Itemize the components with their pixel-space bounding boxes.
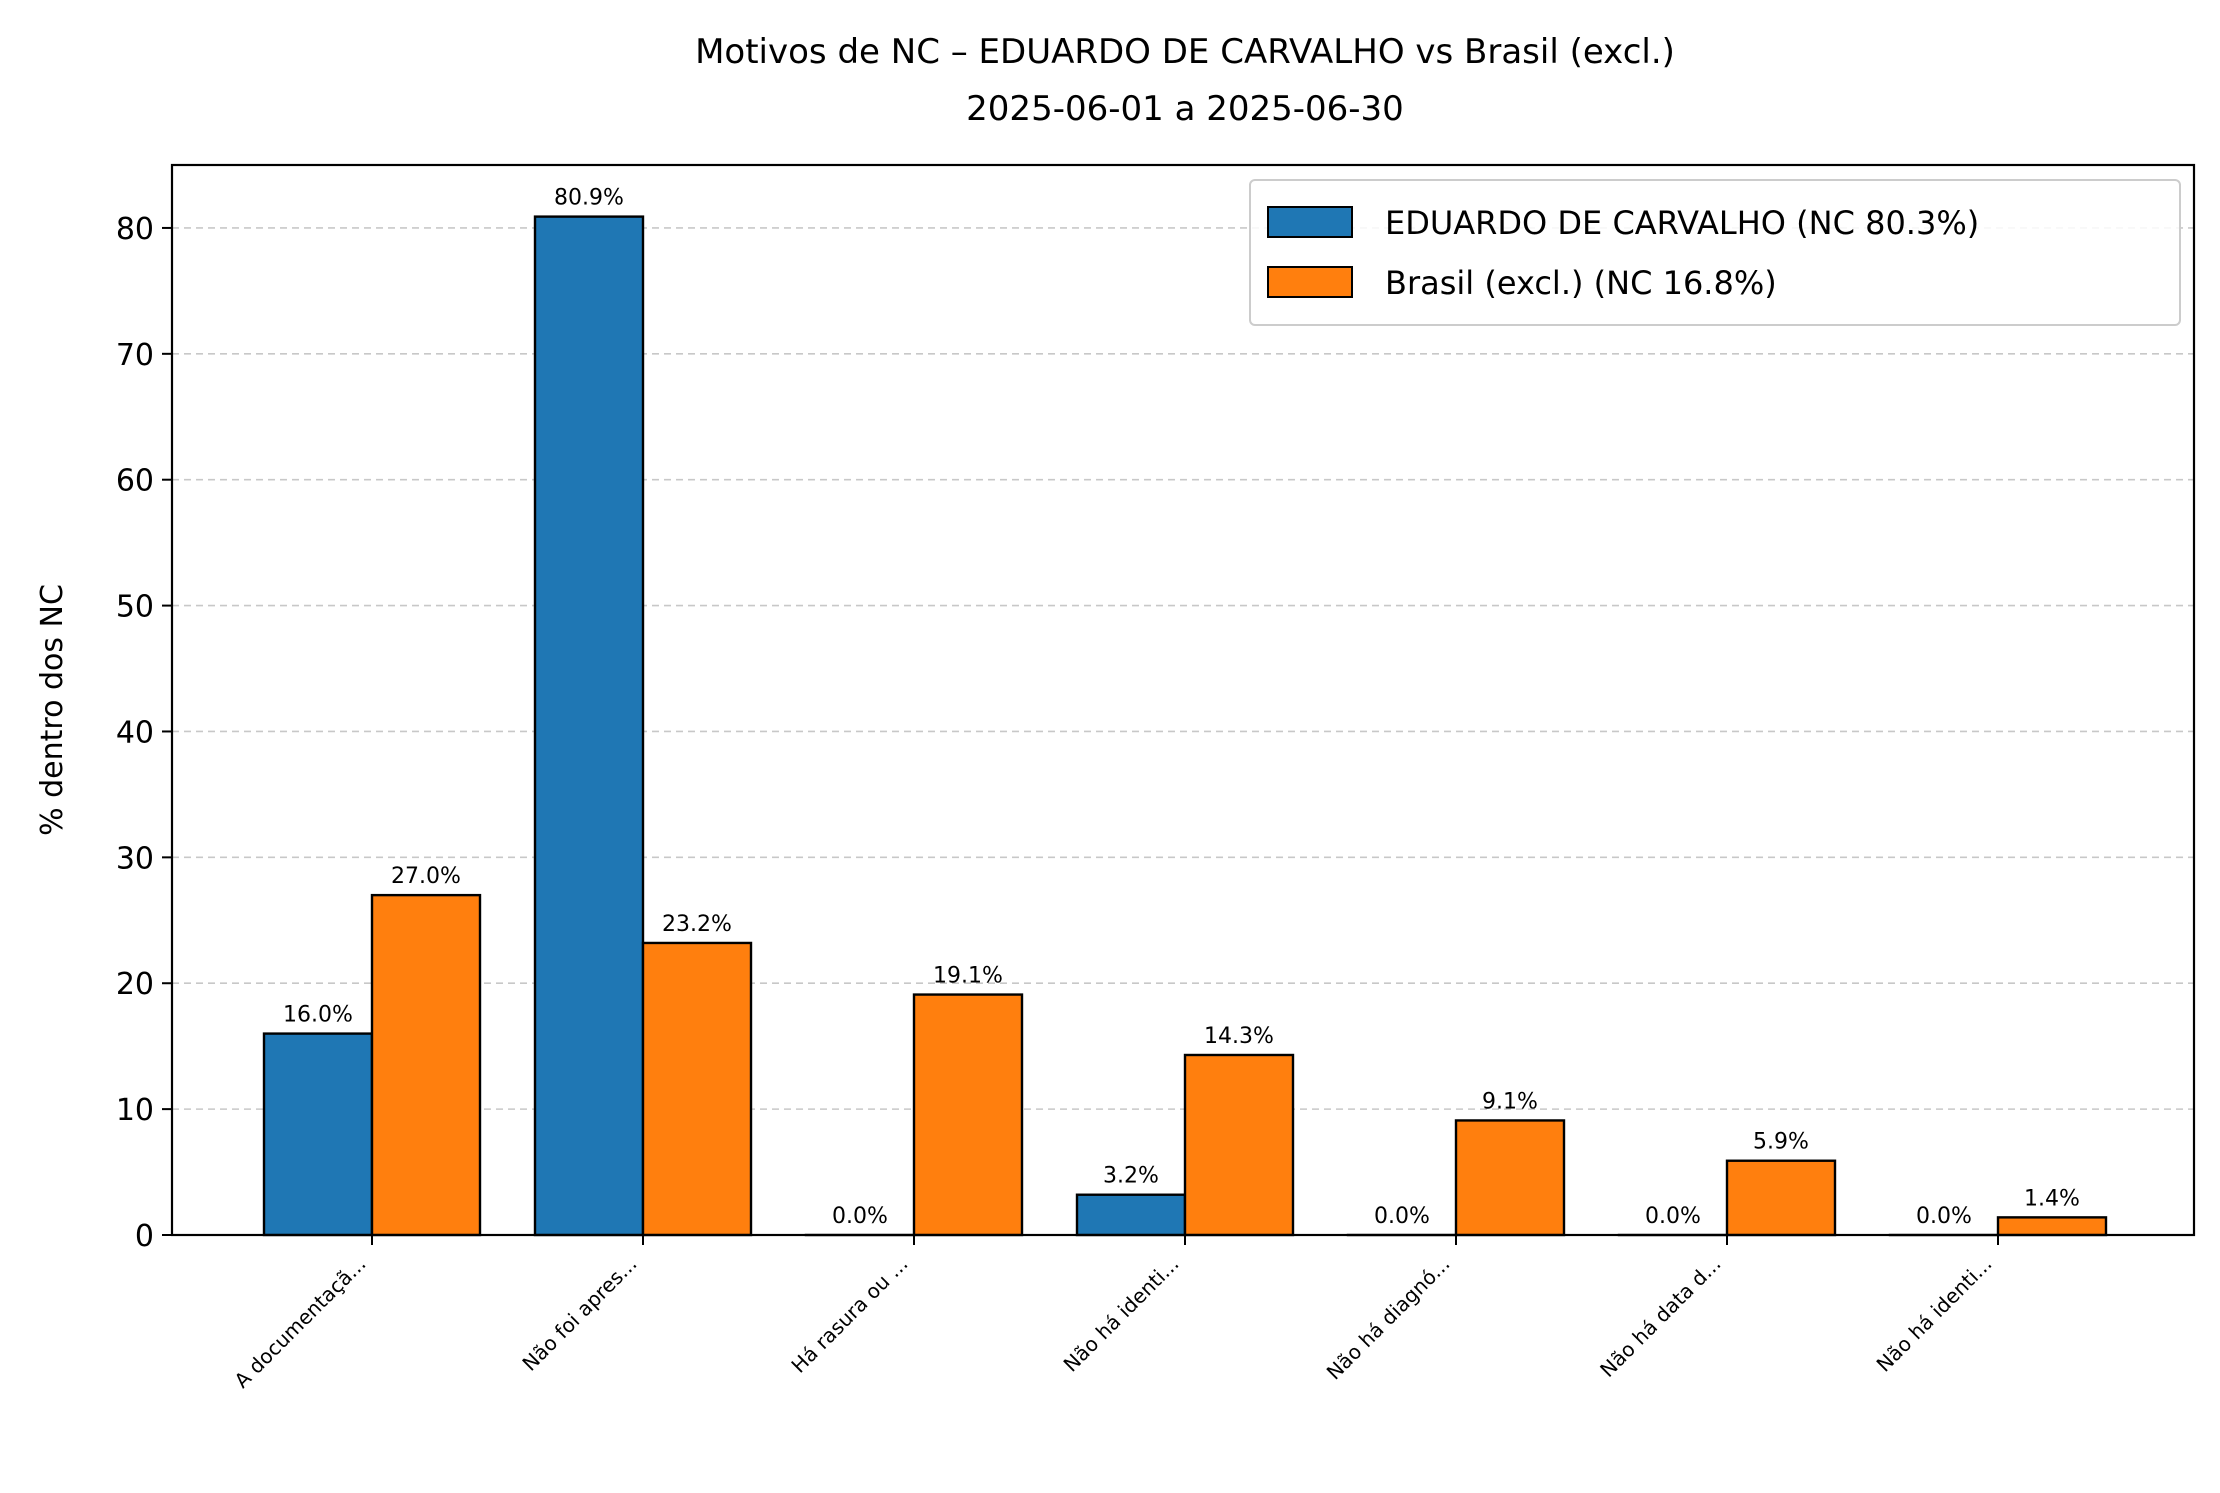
bar-value-label: 0.0%: [832, 1204, 888, 1229]
bar-series-0-cat-1: [533, 215, 645, 1237]
bar-series-1-cat-5: [1725, 1159, 1837, 1237]
x-axis: A documentaçã... Não foi apres... Há rasur…: [229, 1235, 1999, 1393]
bar-series-1-cat-6: [1996, 1216, 2108, 1237]
x-tick-label: Não há diagnó...: [1322, 1252, 1455, 1385]
bar-value-label: 14.3%: [1204, 1024, 1274, 1049]
bar-value-label: 27.0%: [391, 864, 461, 889]
bar-series-1-cat-2: [912, 993, 1024, 1237]
y-axis-label: % dentro dos NC: [35, 584, 70, 836]
bar-value-label: 9.1%: [1482, 1089, 1538, 1114]
x-tick-label: Há rasura ou ...: [786, 1252, 912, 1378]
y-tick-label: 40: [116, 715, 154, 750]
legend: EDUARDO DE CARVALHO (NC 80.3%) Brasil (ex…: [1249, 179, 2181, 326]
bar-series-1-cat-3: [1183, 1053, 1295, 1237]
bar-series-0-cat-3: [1075, 1193, 1187, 1237]
bar-series-1-cat-4: [1454, 1119, 1566, 1237]
x-tick-label: A documentaçã...: [229, 1252, 370, 1393]
y-tick-label: 10: [116, 1093, 154, 1128]
legend-swatch: [1267, 266, 1353, 298]
y-tick-label: 50: [116, 590, 154, 625]
bar-value-label: 23.2%: [662, 912, 732, 937]
bar-value-label: 16.0%: [283, 1003, 353, 1028]
chart-title: Motivos de NC – EDUARDO DE CARVALHO vs B…: [695, 32, 1675, 72]
y-tick-label: 0: [135, 1219, 154, 1254]
y-tick-label: 70: [116, 338, 154, 373]
x-tick-label: Não foi apres...: [517, 1252, 641, 1376]
x-tick-label: Não há identi...: [1872, 1252, 1997, 1377]
y-tick-label: 20: [116, 967, 154, 1002]
legend-swatch: [1267, 206, 1353, 238]
x-tick-label: Não há data d...: [1595, 1252, 1725, 1382]
bar-value-label: 80.9%: [554, 186, 624, 211]
y-tick-label: 80: [116, 212, 154, 247]
bar-series-1-cat-1: [641, 941, 753, 1237]
bar-value-label: 19.1%: [933, 964, 1003, 989]
y-tick-label: 60: [116, 464, 154, 499]
x-tick-label: Não há identi...: [1059, 1252, 1184, 1377]
y-tick-label: 30: [116, 841, 154, 876]
bar-series-1-cat-0: [370, 893, 482, 1237]
bar-series-0-cat-0: [262, 1032, 374, 1237]
bar-value-label: 0.0%: [1916, 1204, 1972, 1229]
legend-entry-label: Brasil (excl.) (NC 16.8%): [1385, 264, 1777, 302]
legend-entry-label: EDUARDO DE CARVALHO (NC 80.3%): [1385, 204, 1979, 242]
plot-frame: [170, 163, 2196, 1237]
grid-lines: [172, 227, 2194, 1110]
legend-box: [1249, 179, 2181, 326]
y-axis: 0 10 20 30 40 50 60 70 80: [116, 212, 172, 1254]
bar-value-label: 3.2%: [1103, 1164, 1159, 1189]
bar-value-label: 0.0%: [1645, 1204, 1701, 1229]
bar-value-label: 1.4%: [2024, 1186, 2080, 1211]
bar-value-label: 5.9%: [1753, 1130, 1809, 1155]
bar-value-label: 0.0%: [1374, 1204, 1430, 1229]
chart-subtitle: 2025-06-01 a 2025-06-30: [966, 89, 1404, 129]
bar-value-labels: 16.0% 80.9% 0.0% 3.2% 0.0% 0.0% 0.0% 27.0% 23.2%…: [283, 186, 2080, 1229]
bars: [262, 215, 2108, 1237]
